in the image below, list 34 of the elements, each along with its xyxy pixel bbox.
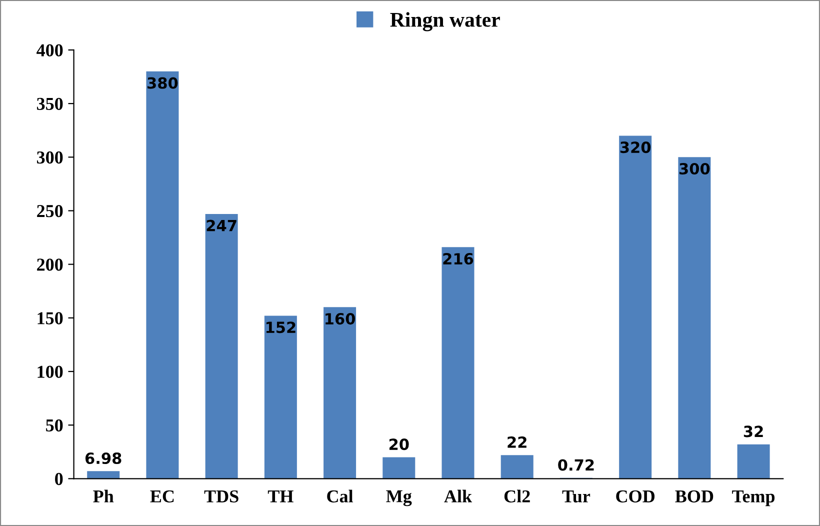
data-label: 247 xyxy=(206,220,236,232)
x-tick-label: Alk xyxy=(444,490,472,502)
x-tick-label: Temp xyxy=(732,490,775,506)
x-tick-label: Cal xyxy=(327,490,354,502)
data-label: 22 xyxy=(508,436,526,448)
y-tick-label: 0 xyxy=(55,472,63,486)
x-tick-label: Tur xyxy=(562,490,590,503)
data-label: 6.98 xyxy=(85,452,122,464)
x-tick-label: BOD xyxy=(675,490,714,502)
data-label: 20 xyxy=(389,438,409,450)
x-tick-label: TH xyxy=(268,490,294,502)
x-tick-label: Mg xyxy=(386,490,412,506)
data-label: 32 xyxy=(744,426,763,438)
y-tick-label: 300 xyxy=(36,151,63,164)
y-tick-label: 400 xyxy=(36,44,63,56)
y-tick-label: 200 xyxy=(37,258,63,271)
x-tick-label: Cl2 xyxy=(504,490,530,502)
x-tick-label: EC xyxy=(150,490,174,502)
y-tick-label: 50 xyxy=(46,419,63,432)
y-tick-label: 350 xyxy=(36,98,63,110)
data-label: 0.72 xyxy=(558,459,594,471)
y-tick-label: 250 xyxy=(37,204,63,218)
data-label: 152 xyxy=(266,322,296,334)
data-label: 320 xyxy=(620,142,651,154)
x-tick-label: TDS xyxy=(204,490,238,502)
y-tick-label: 150 xyxy=(38,312,63,324)
x-tick-label: COD xyxy=(616,490,655,502)
x-tick-label: Ph xyxy=(93,490,114,502)
data-label: 160 xyxy=(326,313,356,325)
y-tick-label: 100 xyxy=(38,366,63,378)
data-label: 300 xyxy=(680,162,710,175)
legend-label: Ringn water xyxy=(390,12,500,32)
data-label: 216 xyxy=(443,252,474,265)
data-label: 380 xyxy=(148,77,178,89)
